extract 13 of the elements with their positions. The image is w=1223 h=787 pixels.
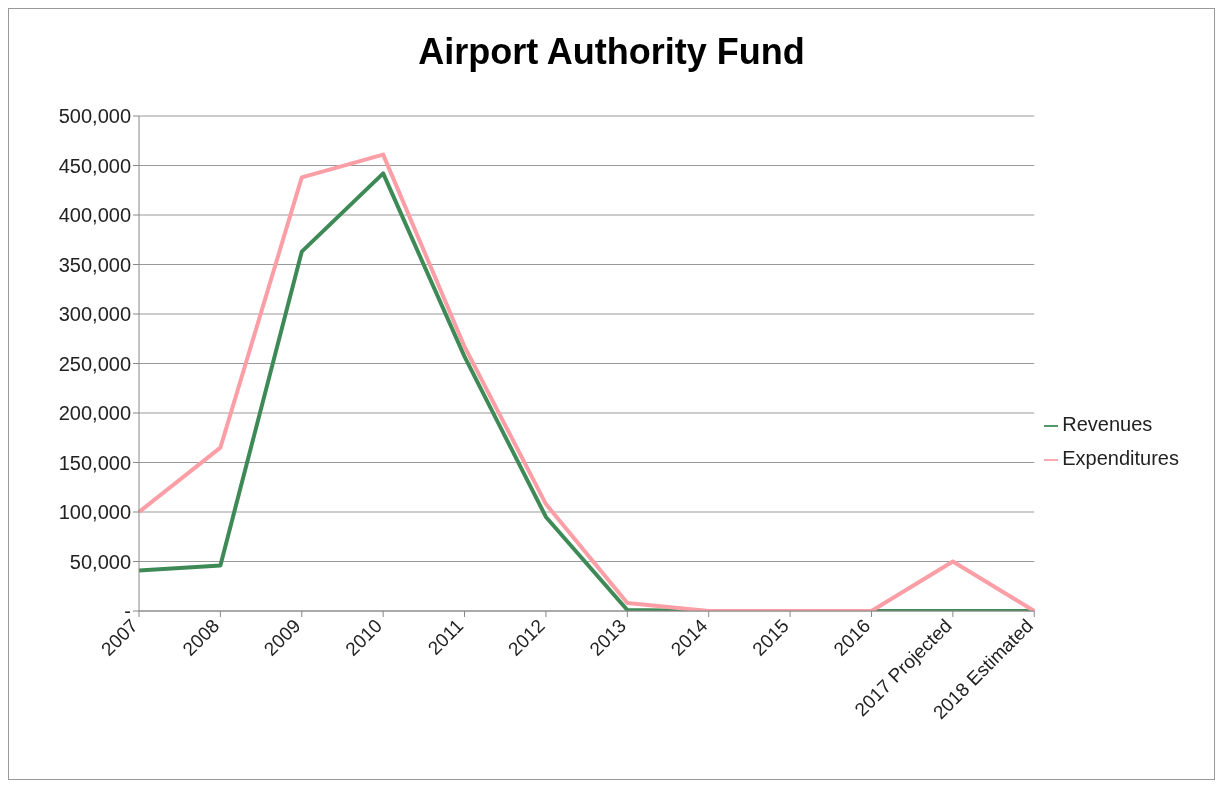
- y-tick-label: 150,000: [58, 451, 131, 474]
- legend-label: Revenues: [1062, 413, 1153, 435]
- y-tick-label: 100,000: [58, 501, 131, 524]
- y-tick-label: 50,000: [69, 550, 131, 573]
- chart-title: Airport Authority Fund: [417, 30, 806, 74]
- y-tick-label: 300,000: [58, 303, 131, 326]
- y-tick-label: 400,000: [58, 204, 131, 227]
- y-tick-label: 500,000: [58, 105, 131, 128]
- y-tick-label: 350,000: [58, 253, 131, 276]
- y-tick-label: 250,000: [58, 352, 131, 375]
- legend-label: Expenditures: [1062, 447, 1179, 469]
- y-tick-label: 450,000: [58, 154, 131, 177]
- y-tick-label: 200,000: [58, 402, 131, 425]
